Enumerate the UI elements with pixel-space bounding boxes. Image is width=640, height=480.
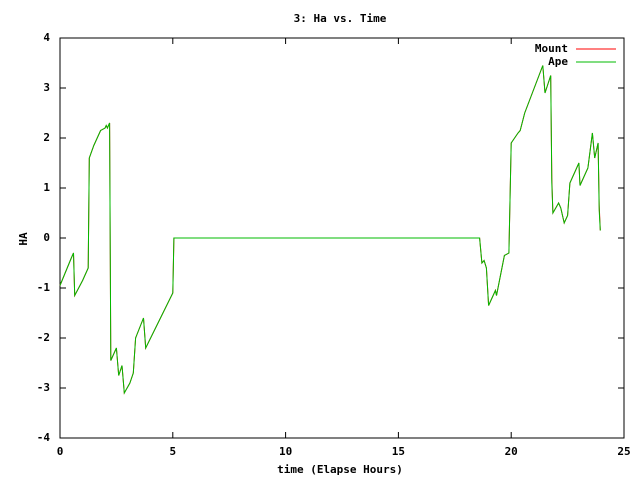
x-tick-label: 15 <box>392 445 405 458</box>
data-line <box>59 65 601 395</box>
x-axis-label: time (Elapse Hours) <box>277 463 403 476</box>
y-tick-label: 0 <box>43 231 50 244</box>
y-tick-label: -1 <box>37 281 51 294</box>
x-tick-label: 5 <box>169 445 176 458</box>
data-line <box>59 65 601 395</box>
x-tick-label: 0 <box>57 445 64 458</box>
legend-label: Ape <box>548 55 568 68</box>
y-tick-label: 1 <box>43 181 50 194</box>
y-tick-label: -4 <box>37 431 51 444</box>
y-tick-label: -2 <box>37 331 50 344</box>
y-tick-label: 3 <box>43 81 50 94</box>
y-axis-label: HA <box>17 232 30 246</box>
x-tick-label: 10 <box>279 445 292 458</box>
y-tick-label: 2 <box>43 131 50 144</box>
legend-label: Mount <box>535 42 568 55</box>
x-tick-label: 25 <box>617 445 630 458</box>
y-tick-label: 4 <box>43 31 50 44</box>
y-tick-label: -3 <box>37 381 50 394</box>
chart-title: 3: Ha vs. Time <box>294 12 387 25</box>
x-tick-label: 20 <box>505 445 518 458</box>
